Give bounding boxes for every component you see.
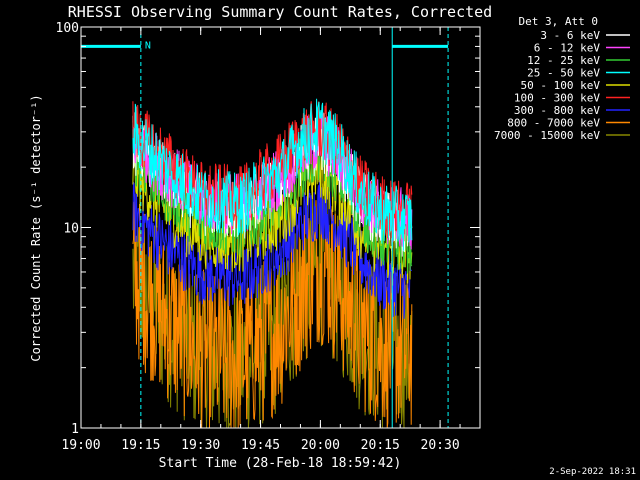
legend-label: 3 - 6 keV <box>540 29 600 42</box>
x-axis-label: Start Time (28-Feb-18 18:59:42) <box>159 456 402 471</box>
x-tick-label: 19:30 <box>181 438 220 453</box>
legend-label: 300 - 800 keV <box>514 104 600 117</box>
data-layer <box>132 98 413 429</box>
legend-label: 100 - 300 keV <box>514 92 600 105</box>
observation-label: N <box>145 40 151 51</box>
x-tick-label: 20:00 <box>301 438 340 453</box>
series-line <box>132 98 413 251</box>
legend-label: 6 - 12 keV <box>534 42 601 55</box>
legend-label: 800 - 7000 keV <box>507 117 600 130</box>
legend-label: 12 - 25 keV <box>527 54 600 67</box>
x-tick-label: 19:15 <box>121 438 160 453</box>
legend-label: 50 - 100 keV <box>521 79 601 92</box>
y-tick-label: 1 <box>71 422 79 437</box>
chart-title: RHESSI Observing Summary Count Rates, Co… <box>68 3 492 21</box>
legend-header: Det 3, Att 0 <box>519 15 598 28</box>
series-line <box>132 179 413 319</box>
x-tick-label: 19:45 <box>241 438 280 453</box>
axis-layer: 19:00 19:15 19:30 19:45 20:00 20:15 20:30 1 10 10… <box>56 21 481 453</box>
y-axis-label: Corrected Count Rate (s⁻¹ detector⁻¹) <box>29 94 43 361</box>
legend-label: 7000 - 15000 keV <box>494 129 600 142</box>
y-tick-label: 100 <box>56 21 79 36</box>
y-tick-label: 10 <box>63 222 79 237</box>
footer-date: 2-Sep-2022 18:31 <box>549 467 636 477</box>
legend-label: 25 - 50 keV <box>527 67 600 80</box>
x-tick-label: 19:00 <box>61 438 100 453</box>
series-line <box>132 200 413 429</box>
x-tick-label: 20:15 <box>361 438 400 453</box>
x-tick-label: 20:30 <box>421 438 460 453</box>
